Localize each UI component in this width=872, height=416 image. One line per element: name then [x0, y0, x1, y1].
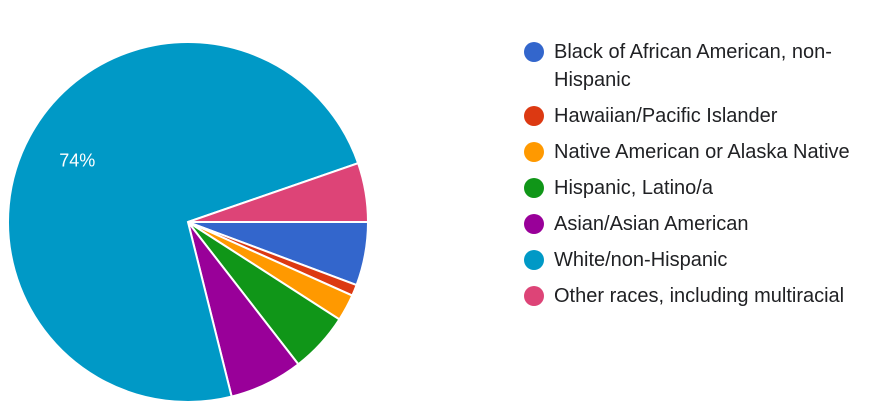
legend-swatch: [524, 42, 544, 62]
legend-swatch: [524, 250, 544, 270]
legend-item: White/non-Hispanic: [524, 246, 864, 274]
legend-item: Other races, including multiracial: [524, 282, 864, 310]
legend-label: Hispanic, Latino/a: [554, 177, 713, 199]
pie-chart: 74%: [7, 41, 370, 403]
pie-slice: [187, 161, 370, 223]
legend-label: Asian/Asian American: [554, 213, 749, 235]
legend-item: Hispanic, Latino/a: [524, 174, 864, 202]
legend-item: Native American or Alaska Native: [524, 138, 864, 166]
slice-label: 74%: [59, 151, 95, 171]
legend-item: Black of African American, non-Hispanic: [524, 38, 864, 94]
legend-item: Hawaiian/Pacific Islander: [524, 102, 864, 130]
legend-label: Black of African American, non-Hispanic: [554, 41, 832, 91]
legend-swatch: [524, 142, 544, 162]
legend-swatch: [524, 178, 544, 198]
legend: Black of African American, non-Hispanic H…: [524, 38, 864, 318]
legend-label: Native American or Alaska Native: [554, 141, 850, 163]
legend-swatch: [524, 214, 544, 234]
legend-label: Other races, including multiracial: [554, 285, 845, 307]
legend-item: Asian/Asian American: [524, 210, 864, 238]
legend-swatch: [524, 286, 544, 306]
legend-swatch: [524, 106, 544, 126]
legend-label: Hawaiian/Pacific Islander: [554, 105, 778, 127]
pie-slice: [7, 41, 360, 403]
legend-label: White/non-Hispanic: [554, 249, 728, 271]
